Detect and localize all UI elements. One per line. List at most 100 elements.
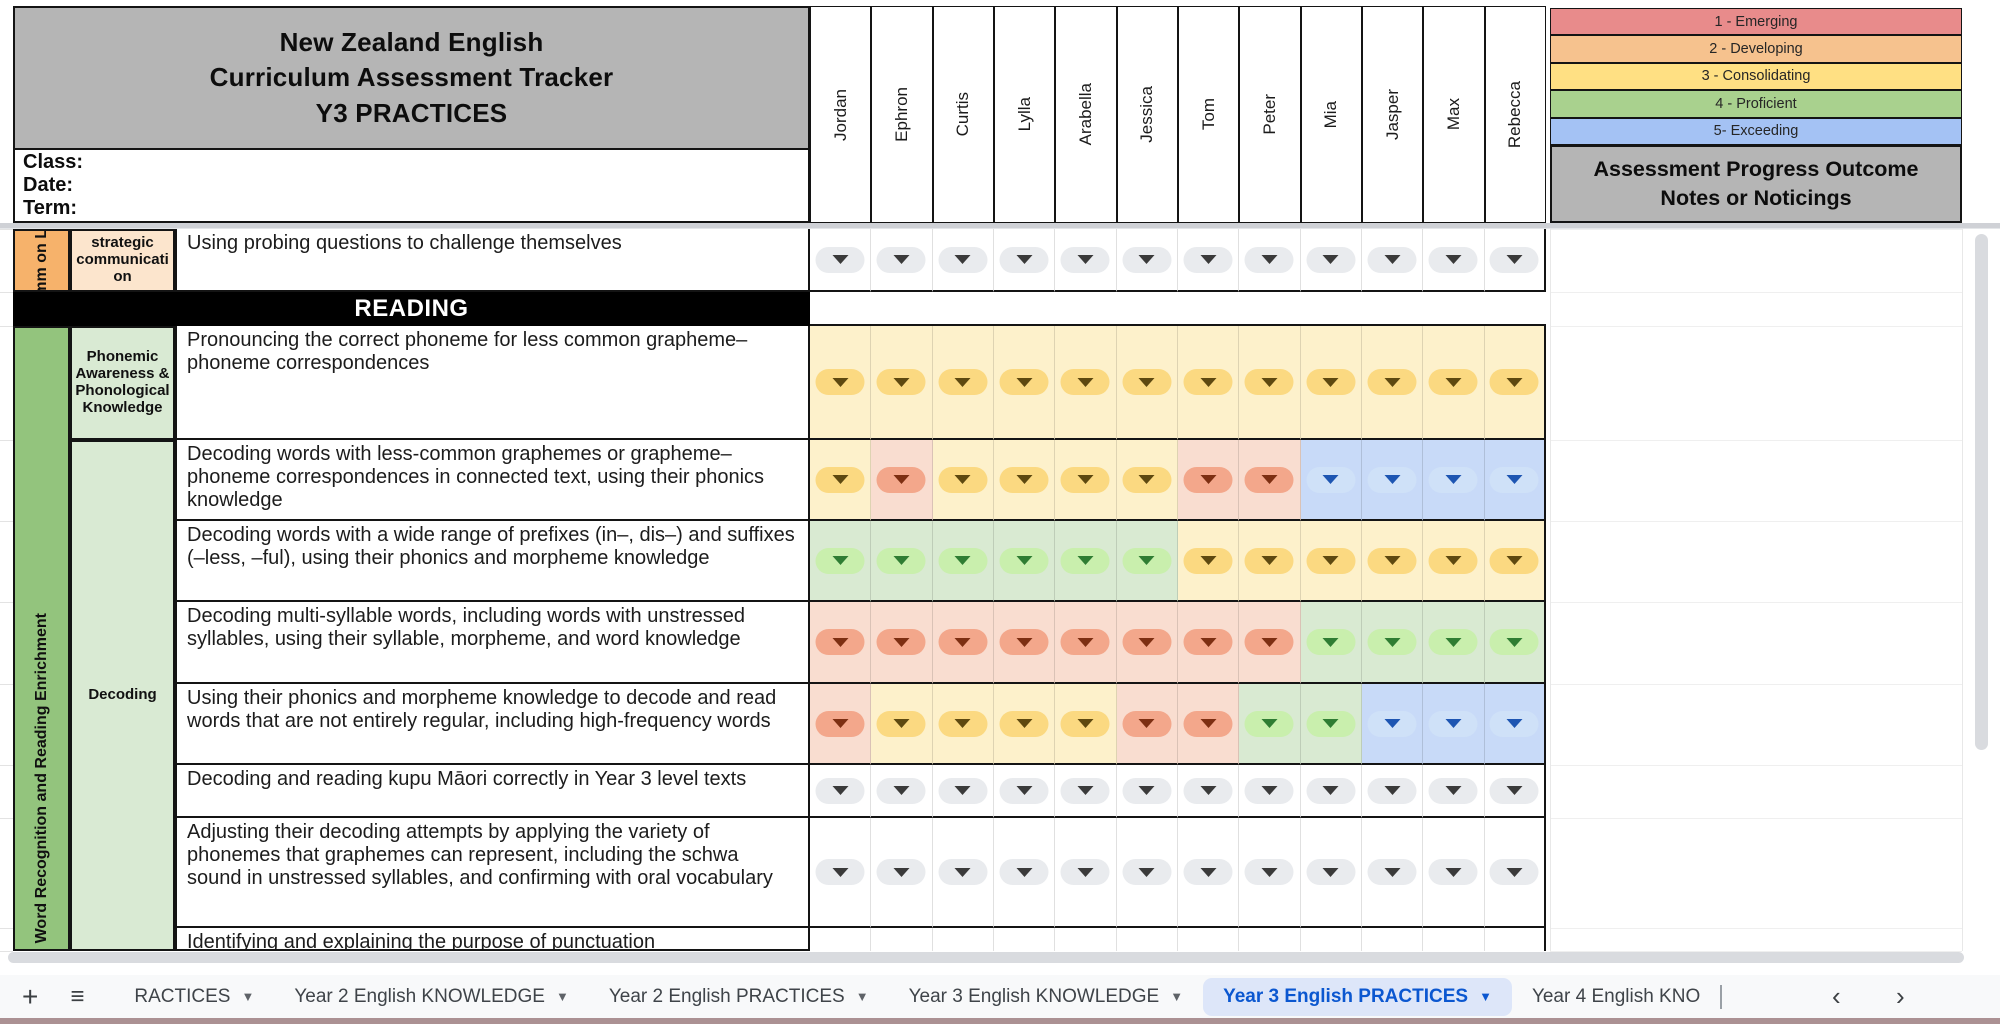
assessment-cell[interactable] — [993, 521, 1056, 602]
criterion-cell[interactable]: Adjusting their decoding attempts by app… — [175, 818, 810, 928]
assessment-cell[interactable] — [871, 765, 933, 818]
assessment-cell[interactable] — [932, 765, 994, 818]
status-dropdown[interactable] — [1428, 466, 1478, 493]
criterion-cell[interactable]: Decoding words with less-common grapheme… — [175, 440, 810, 521]
assessment-cell[interactable] — [1177, 602, 1240, 684]
assessment-cell[interactable] — [871, 440, 933, 521]
status-dropdown[interactable] — [938, 246, 988, 273]
assessment-cell[interactable] — [871, 229, 933, 292]
status-dropdown[interactable] — [815, 466, 865, 493]
assessment-cell[interactable] — [993, 326, 1056, 440]
assessment-cell[interactable] — [1362, 928, 1424, 951]
legend-item[interactable]: 1 - Emerging — [1550, 8, 1962, 36]
status-dropdown[interactable] — [1428, 547, 1478, 574]
status-dropdown[interactable] — [1183, 369, 1233, 395]
assessment-cell[interactable] — [871, 602, 933, 684]
assessment-cell[interactable] — [871, 928, 933, 951]
assessment-cell[interactable] — [993, 440, 1056, 521]
assessment-cell[interactable] — [1239, 765, 1301, 818]
status-dropdown[interactable] — [1244, 629, 1294, 655]
assessment-cell[interactable] — [1055, 521, 1117, 602]
prev-sheets-button[interactable]: ‹ — [1832, 981, 1841, 1011]
status-dropdown[interactable] — [1060, 629, 1110, 655]
status-dropdown[interactable] — [1306, 859, 1356, 885]
status-dropdown[interactable] — [1489, 246, 1539, 273]
assessment-cell[interactable] — [932, 818, 994, 928]
status-dropdown[interactable] — [1183, 710, 1233, 737]
status-dropdown[interactable] — [1183, 547, 1233, 574]
all-sheets-menu-button[interactable]: ≡ — [70, 982, 85, 1010]
assessment-cell[interactable] — [1055, 684, 1117, 765]
assessment-cell[interactable] — [1055, 229, 1117, 292]
assessment-cell[interactable] — [932, 521, 994, 602]
student-column-header[interactable]: Mia — [1300, 6, 1362, 223]
status-dropdown[interactable] — [938, 547, 988, 574]
status-dropdown[interactable] — [1306, 629, 1356, 655]
status-dropdown[interactable] — [1489, 466, 1539, 493]
status-dropdown[interactable] — [1244, 369, 1294, 395]
status-dropdown[interactable] — [1306, 246, 1356, 273]
assessment-cell[interactable] — [932, 440, 994, 521]
tab-menu-arrow-icon[interactable]: ▼ — [555, 989, 569, 1004]
assessment-cell[interactable] — [1361, 818, 1424, 928]
assessment-cell[interactable] — [1423, 602, 1485, 684]
status-dropdown[interactable] — [1060, 547, 1110, 574]
assessment-cell[interactable] — [1177, 765, 1240, 818]
status-dropdown[interactable] — [1122, 369, 1172, 395]
status-dropdown[interactable] — [876, 547, 926, 574]
assessment-cell[interactable] — [993, 229, 1056, 292]
status-dropdown[interactable] — [1489, 859, 1539, 885]
assessment-cell[interactable] — [1239, 602, 1301, 684]
status-dropdown[interactable] — [938, 369, 988, 395]
criterion-cell[interactable]: Decoding and reading kupu Māori correctl… — [175, 765, 810, 818]
assessment-cell[interactable] — [1300, 229, 1362, 292]
assessment-cell[interactable] — [1055, 326, 1117, 440]
status-dropdown[interactable] — [1060, 859, 1110, 885]
assessment-cell[interactable] — [1300, 684, 1362, 765]
assessment-cell[interactable] — [1361, 521, 1424, 602]
sheet-tab[interactable]: Year 2 English PRACTICES ▼ — [589, 978, 889, 1016]
assessment-cell[interactable] — [1116, 818, 1178, 928]
status-dropdown[interactable] — [1183, 466, 1233, 493]
status-dropdown[interactable] — [1122, 859, 1172, 885]
assessment-cell[interactable] — [1301, 928, 1362, 951]
assessment-cell[interactable] — [1239, 928, 1301, 951]
student-column-header[interactable]: Curtis — [932, 6, 994, 223]
tab-menu-arrow-icon[interactable]: ▼ — [1170, 989, 1184, 1004]
next-sheets-button[interactable]: › — [1896, 981, 1905, 1011]
status-dropdown[interactable] — [938, 777, 988, 804]
status-dropdown[interactable] — [1183, 777, 1233, 804]
status-dropdown[interactable] — [1244, 547, 1294, 574]
assessment-cell[interactable] — [993, 684, 1056, 765]
criterion-cell[interactable]: Decoding words with a wide range of pref… — [175, 521, 810, 602]
student-column-header[interactable]: Lylla — [993, 6, 1056, 223]
status-dropdown[interactable] — [815, 629, 865, 655]
assessment-cell[interactable] — [810, 818, 872, 928]
assessment-cell[interactable] — [994, 928, 1056, 951]
assessment-cell[interactable] — [1484, 818, 1546, 928]
status-dropdown[interactable] — [999, 547, 1049, 574]
assessment-cell[interactable] — [1423, 229, 1485, 292]
status-dropdown[interactable] — [1367, 629, 1417, 655]
assessment-cell[interactable] — [871, 326, 933, 440]
status-dropdown[interactable] — [815, 859, 865, 885]
assessment-cell[interactable] — [993, 818, 1056, 928]
status-dropdown[interactable] — [1183, 629, 1233, 655]
assessment-cell[interactable] — [1423, 684, 1485, 765]
assessment-cell[interactable] — [1177, 440, 1240, 521]
status-dropdown[interactable] — [1367, 777, 1417, 804]
subcategory-cell[interactable]: Phonemic Awareness & Phonological Knowle… — [70, 326, 175, 440]
assessment-cell[interactable] — [1300, 326, 1362, 440]
assessment-cell[interactable] — [1361, 229, 1424, 292]
status-dropdown[interactable] — [999, 629, 1049, 655]
assessment-cell[interactable] — [1423, 326, 1485, 440]
status-dropdown[interactable] — [876, 369, 926, 395]
sheet-tab-active[interactable]: Year 3 English PRACTICES ▼ — [1203, 977, 1512, 1016]
assessment-cell[interactable] — [1361, 326, 1424, 440]
status-dropdown[interactable] — [815, 710, 865, 737]
status-dropdown[interactable] — [1367, 710, 1417, 737]
status-dropdown[interactable] — [815, 547, 865, 574]
assessment-cell[interactable] — [810, 440, 872, 521]
tab-menu-arrow-icon[interactable]: ▼ — [241, 989, 255, 1004]
assessment-cell[interactable] — [1300, 765, 1362, 818]
